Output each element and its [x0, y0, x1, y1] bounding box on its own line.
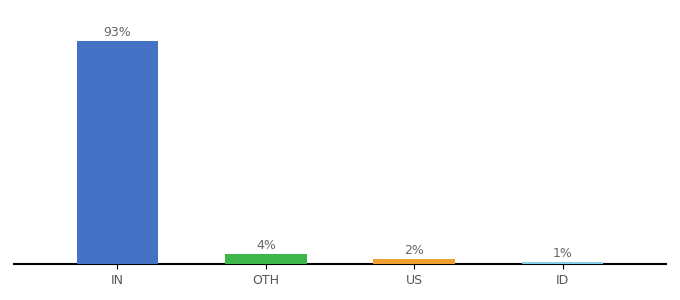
Bar	[522, 262, 603, 264]
Text: 1%: 1%	[553, 247, 573, 260]
Bar	[373, 259, 455, 264]
Bar	[77, 41, 158, 264]
Text: 4%: 4%	[256, 239, 276, 253]
Text: 93%: 93%	[103, 26, 131, 39]
Text: 2%: 2%	[404, 244, 424, 257]
Bar	[225, 254, 307, 264]
